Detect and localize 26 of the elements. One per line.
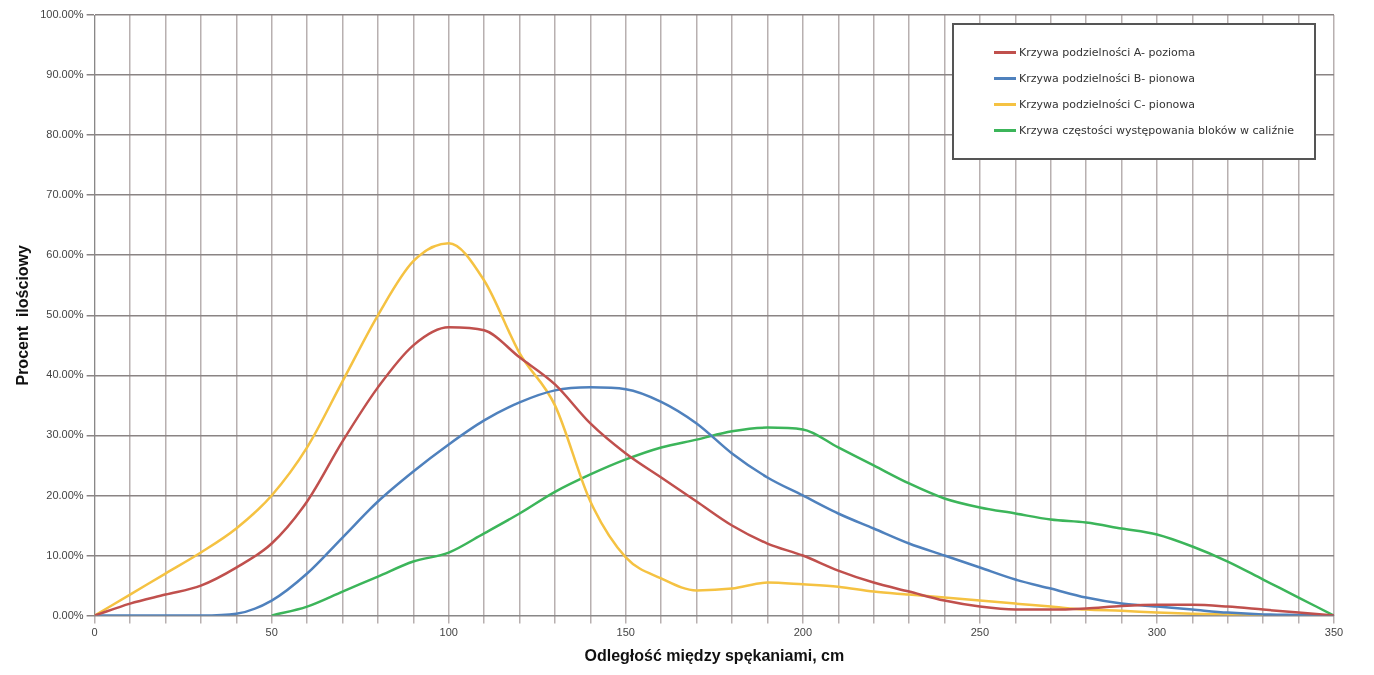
legend-label: Krzywa podzielności C- pionowa [1019,98,1196,111]
y-tick-label: 40.00% [46,368,84,381]
y-tick-label: 60.00% [46,248,84,261]
x-tick-label: 250 [970,626,990,639]
x-axis-title: Odległość między spękaniami, cm [584,646,845,664]
legend-label: Krzywa częstości występowania bloków w caliźnie [1019,124,1294,137]
y-tick-label: 20.00% [46,488,84,501]
y-tick-label: 50.00% [46,308,84,321]
line-series [270,426,1334,616]
x-tick-label: 50 [265,626,278,639]
x-tick-label: 200 [793,626,813,639]
y-axis-title: Procent ilościowy [14,244,32,386]
y-tick-label: 100.00% [40,8,84,21]
x-tick-label: 350 [1324,626,1344,639]
y-tick-label: 80.00% [46,128,84,141]
y-tick-label: 30.00% [46,428,84,441]
y-tick-label: 0.00% [52,608,84,621]
x-tick-label: 0 [91,626,98,639]
legend-label: Krzywa podzielności A- pozioma [1019,46,1196,59]
x-tick-label: 150 [616,626,635,639]
y-tick-label: 70.00% [46,188,84,201]
y-tick-label: 90.00% [46,68,84,81]
x-tick-label: 100 [439,626,458,639]
legend-label: Krzywa podzielności B- pionowa [1019,72,1195,85]
x-tick-label: 300 [1147,626,1167,639]
y-tick-label: 10.00% [46,548,84,561]
